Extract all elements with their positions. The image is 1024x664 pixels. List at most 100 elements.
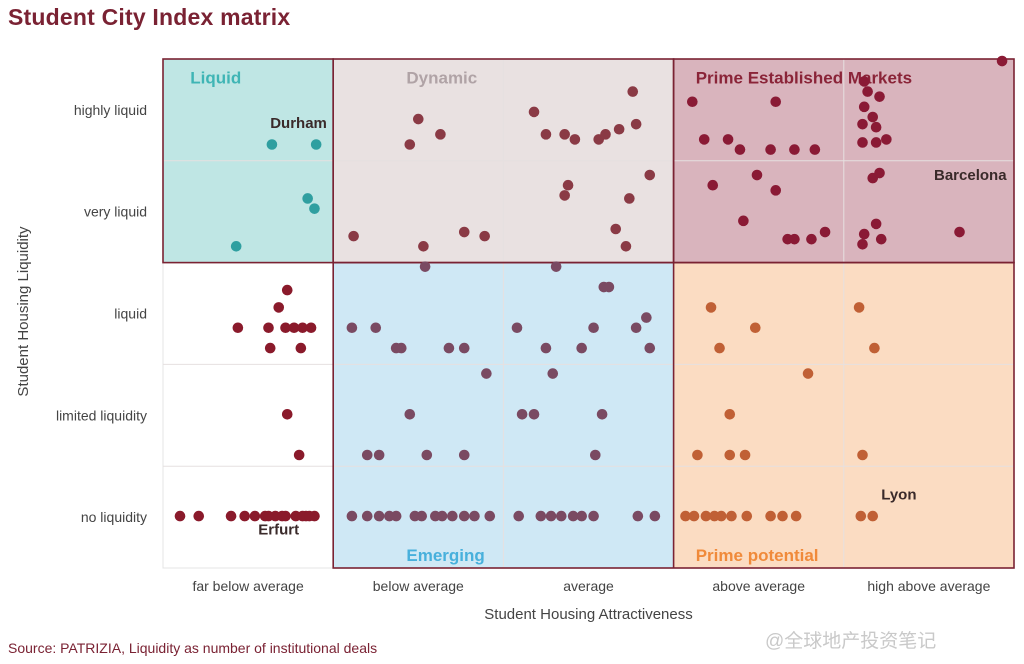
data-point	[596, 408, 608, 420]
data-point	[630, 322, 642, 334]
data-point	[555, 510, 567, 522]
data-point	[705, 302, 717, 313]
data-point	[707, 179, 719, 191]
data-point	[310, 139, 322, 150]
zone-label-layer: Liquid Dynamic Prime Established Markets Em…	[190, 68, 912, 564]
chart-title: Student City Index matrix	[8, 4, 291, 30]
data-point	[996, 55, 1008, 67]
data-point	[361, 449, 373, 461]
data-point	[724, 449, 736, 461]
data-point	[610, 223, 622, 235]
data-point	[751, 169, 763, 181]
data-point	[528, 408, 540, 420]
data-point	[547, 368, 559, 379]
data-point	[765, 144, 776, 155]
data-point	[641, 312, 652, 323]
data-point	[806, 233, 817, 245]
data-point	[567, 510, 579, 522]
data-point	[603, 281, 615, 293]
y-tick-label: very liquid	[84, 204, 147, 220]
data-point	[443, 342, 455, 354]
data-point	[174, 510, 186, 522]
data-point	[858, 76, 870, 87]
data-point	[484, 510, 496, 522]
data-point	[390, 510, 402, 522]
city-label: Erfurt	[258, 521, 299, 538]
data-point	[624, 193, 635, 204]
data-point	[777, 510, 788, 522]
data-point	[550, 261, 562, 272]
data-point	[280, 322, 291, 334]
data-point	[954, 226, 965, 238]
data-point	[765, 510, 776, 522]
data-point	[600, 129, 611, 140]
data-point	[819, 226, 831, 238]
data-point	[513, 510, 525, 522]
data-point	[726, 510, 737, 522]
data-point	[802, 368, 814, 379]
data-point	[789, 233, 800, 245]
data-point	[613, 123, 625, 135]
data-point	[281, 284, 293, 296]
data-point	[569, 134, 581, 145]
data-point	[239, 510, 250, 522]
data-point	[297, 322, 308, 334]
data-point	[770, 185, 782, 196]
data-point	[435, 129, 446, 140]
data-point	[576, 342, 587, 354]
y-tick-label: limited liquidity	[56, 407, 147, 423]
data-point	[588, 510, 599, 522]
data-point	[875, 233, 887, 245]
data-point	[458, 226, 470, 238]
data-point	[528, 106, 540, 118]
data-point	[249, 510, 261, 522]
data-point	[680, 510, 691, 522]
data-point	[588, 322, 599, 334]
data-point	[346, 510, 358, 522]
data-point	[404, 408, 416, 420]
y-tick-label: highly liquid	[74, 102, 147, 118]
data-point	[421, 449, 433, 461]
data-point	[855, 510, 867, 522]
data-point	[348, 230, 359, 242]
data-point	[559, 129, 570, 140]
data-point	[535, 510, 547, 522]
data-point	[789, 144, 800, 155]
data-point	[232, 322, 244, 334]
data-point	[373, 510, 385, 522]
data-point	[857, 449, 868, 461]
data-point	[419, 261, 431, 272]
data-point	[295, 342, 307, 354]
y-axis-label: Student Housing Liquidity	[15, 226, 32, 397]
source-note: Source: PATRIZIA, Liquidity as number of…	[8, 640, 378, 656]
data-point	[714, 342, 725, 354]
data-point	[644, 342, 656, 354]
data-point	[688, 510, 700, 522]
data-point	[481, 368, 492, 379]
data-point	[266, 139, 278, 150]
zone-label: Prime potential	[696, 546, 819, 565]
watermark: @全球地产投资笔记	[765, 631, 937, 652]
data-point	[644, 169, 656, 181]
data-point	[649, 510, 661, 522]
data-point	[870, 121, 882, 133]
data-point	[447, 510, 458, 522]
city-label: Lyon	[881, 487, 916, 504]
data-point	[370, 322, 382, 334]
data-point	[373, 449, 385, 461]
data-point	[722, 134, 734, 145]
data-point	[264, 342, 276, 354]
data-point	[346, 322, 358, 334]
data-point	[302, 193, 313, 204]
data-point	[809, 144, 821, 155]
data-point	[436, 510, 448, 522]
data-point	[288, 322, 300, 334]
data-point	[540, 342, 552, 354]
x-axis-label: Student Housing Attractiveness	[484, 606, 692, 623]
data-point	[858, 228, 870, 240]
data-point	[304, 510, 315, 522]
data-point	[724, 408, 736, 420]
data-point	[853, 302, 865, 313]
data-point	[698, 134, 710, 145]
data-point	[867, 510, 879, 522]
